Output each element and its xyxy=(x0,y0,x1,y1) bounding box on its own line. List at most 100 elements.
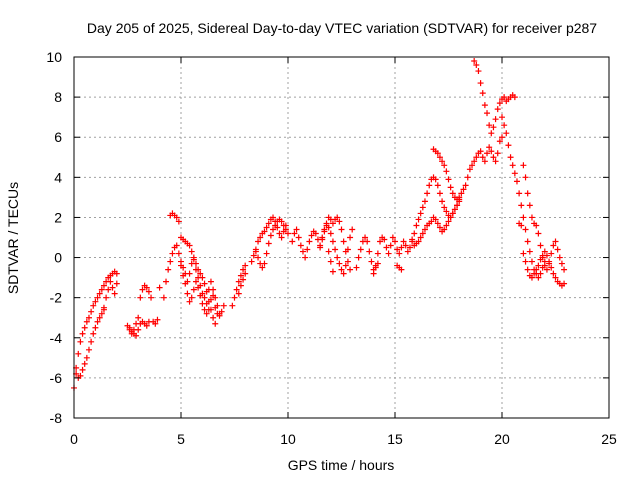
data-point xyxy=(488,148,495,155)
y-tick-label: -8 xyxy=(50,410,63,426)
data-point xyxy=(428,218,435,225)
data-point xyxy=(340,270,347,277)
data-point xyxy=(439,158,446,165)
data-point xyxy=(436,190,443,197)
data-point xyxy=(85,314,92,321)
data-point xyxy=(212,304,219,311)
data-point xyxy=(145,288,152,295)
data-point xyxy=(535,262,542,269)
data-point xyxy=(113,270,120,277)
data-point xyxy=(98,286,105,293)
data-point xyxy=(552,274,559,281)
data-point xyxy=(319,236,326,243)
data-point xyxy=(541,262,548,269)
data-point xyxy=(186,270,193,277)
data-point xyxy=(460,186,467,193)
data-point xyxy=(503,130,510,137)
data-point xyxy=(325,224,332,231)
data-point xyxy=(353,264,360,271)
data-point xyxy=(342,248,349,255)
x-tick-label: 25 xyxy=(601,431,617,447)
data-point xyxy=(447,184,454,191)
data-point xyxy=(113,280,120,287)
data-point xyxy=(443,208,450,215)
series-track-n xyxy=(430,134,505,203)
data-point xyxy=(526,202,533,209)
data-point xyxy=(197,270,204,277)
data-point xyxy=(135,314,142,321)
data-point xyxy=(178,258,184,265)
data-point xyxy=(518,202,525,209)
data-point xyxy=(481,158,488,165)
data-point xyxy=(434,182,441,189)
data-point xyxy=(312,230,319,237)
y-axis-label: SDTVAR / TECUs xyxy=(5,182,21,294)
data-point xyxy=(77,338,84,345)
data-point xyxy=(550,242,557,249)
data-point xyxy=(109,284,116,291)
data-point xyxy=(462,182,469,189)
data-point xyxy=(81,324,88,331)
data-point xyxy=(537,270,544,277)
data-point xyxy=(383,244,390,251)
data-point xyxy=(188,260,195,267)
x-tick-label: 10 xyxy=(280,431,296,447)
chart-title: Day 205 of 2025, Sidereal Day-to-day VTE… xyxy=(87,20,597,36)
data-point xyxy=(218,308,225,315)
data-point xyxy=(466,166,473,173)
data-point xyxy=(419,204,426,211)
series-track-b xyxy=(73,306,107,381)
data-point xyxy=(240,276,247,283)
data-point xyxy=(398,266,405,273)
data-point xyxy=(374,250,381,257)
data-point xyxy=(175,218,182,225)
data-point xyxy=(539,254,546,261)
data-point xyxy=(451,206,458,213)
data-point xyxy=(340,238,347,245)
data-point xyxy=(276,230,283,237)
data-point xyxy=(338,266,345,273)
data-point xyxy=(494,150,501,157)
data-point xyxy=(419,230,426,237)
data-point xyxy=(261,260,268,267)
series-track-m xyxy=(411,196,463,249)
y-tick-label: 10 xyxy=(46,49,62,65)
data-point xyxy=(94,294,101,301)
data-point xyxy=(522,258,529,265)
data-point xyxy=(148,294,155,301)
y-tick-label: -2 xyxy=(50,290,63,306)
data-point xyxy=(409,238,416,245)
data-point xyxy=(349,226,356,233)
data-point xyxy=(490,154,497,161)
data-point xyxy=(259,264,266,271)
data-point xyxy=(377,238,384,245)
data-point xyxy=(317,244,324,251)
data-point xyxy=(137,294,144,301)
data-point xyxy=(402,242,409,249)
series-track-e xyxy=(167,210,219,327)
data-point xyxy=(242,262,249,269)
data-point xyxy=(550,270,557,277)
data-point xyxy=(481,102,488,109)
data-point xyxy=(100,282,107,289)
data-point xyxy=(195,274,202,281)
data-point xyxy=(556,254,563,261)
data-point xyxy=(272,218,279,225)
data-point xyxy=(511,94,518,101)
data-point xyxy=(90,302,97,309)
data-point xyxy=(270,226,277,233)
data-point xyxy=(325,248,332,255)
data-point xyxy=(357,246,364,253)
data-point xyxy=(496,100,503,107)
data-point xyxy=(88,338,95,345)
data-point xyxy=(522,174,529,181)
data-point xyxy=(184,290,191,297)
data-point xyxy=(479,154,486,161)
x-tick-labels: 0 5 10 15 20 25 xyxy=(70,431,617,447)
data-point xyxy=(432,176,439,183)
data-point xyxy=(439,198,446,205)
data-point xyxy=(392,238,398,245)
data-point xyxy=(548,264,555,271)
data-point xyxy=(98,310,105,317)
